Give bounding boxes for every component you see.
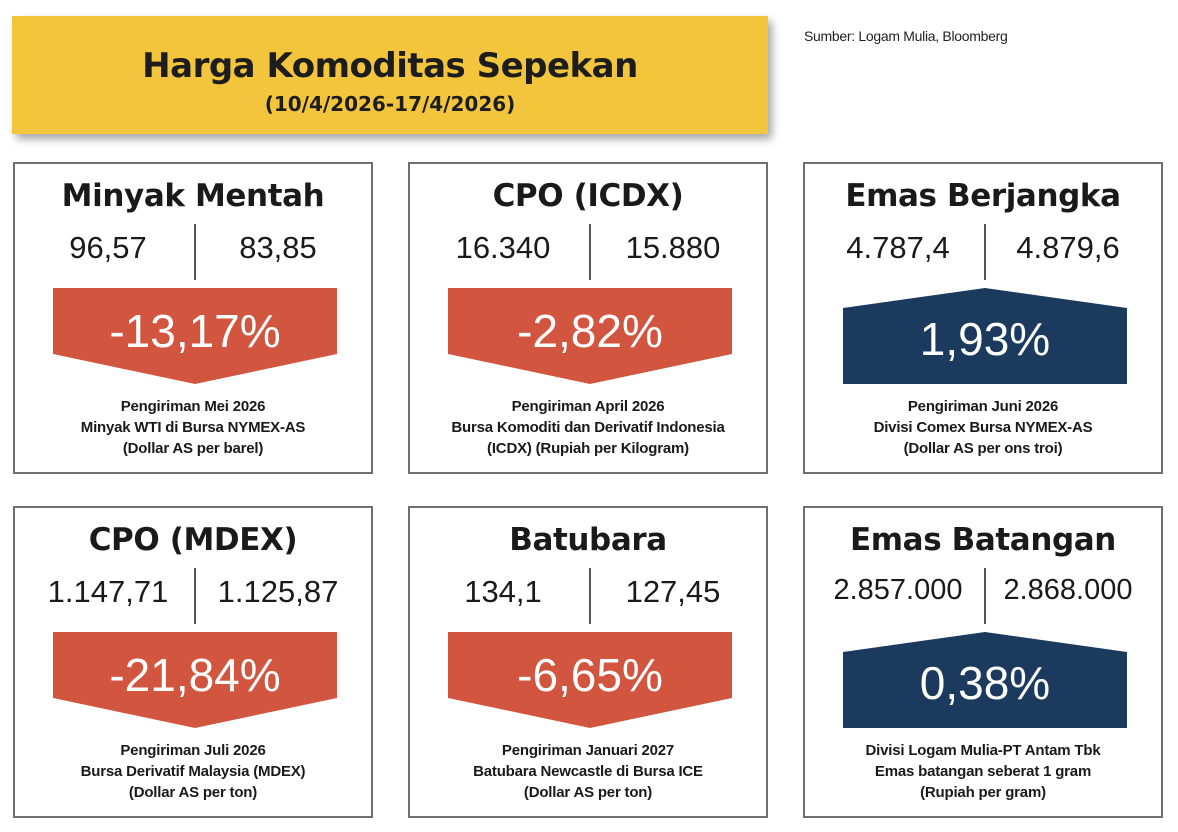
- source-credit: Sumber: Logam Mulia, Bloomberg: [804, 28, 1008, 44]
- period-range: (10/4/2026-17/4/2026): [264, 92, 516, 116]
- change-percent: -13,17%: [109, 305, 281, 357]
- card-description: Pengiriman Mei 2026 Minyak WTI di Bursa …: [21, 396, 365, 459]
- price-end: 1.125,87: [217, 574, 339, 609]
- value-divider: [984, 224, 986, 280]
- desc-line: Pengiriman Mei 2026: [120, 398, 266, 415]
- price-start: 4.787,4: [846, 230, 950, 265]
- desc-line: (Dollar AS per ton): [523, 784, 653, 801]
- page-title: Harga Komoditas Sepekan: [142, 46, 638, 86]
- change-arrow-down: -21,84%: [53, 632, 337, 728]
- card-title: CPO (MDEX): [88, 522, 298, 558]
- desc-line: Divisi Logam Mulia-PT Antam Tbk: [865, 742, 1101, 759]
- card-description: Pengiriman Juni 2026 Divisi Comex Bursa …: [811, 396, 1155, 459]
- down-arrow-shape: [53, 632, 337, 728]
- desc-line: Pengiriman Juli 2026: [120, 742, 266, 759]
- price-start: 16.340: [455, 230, 551, 265]
- desc-line: (Dollar AS per barel): [122, 440, 264, 457]
- up-arrow-shape: [843, 632, 1127, 728]
- value-divider: [194, 224, 196, 280]
- change-percent: -21,84%: [109, 649, 281, 701]
- down-arrow-shape: [53, 288, 337, 384]
- price-end: 127,45: [625, 574, 721, 609]
- desc-line: Pengiriman Januari 2027: [501, 742, 675, 759]
- change-arrow-down: -2,82%: [448, 288, 732, 384]
- desc-line: (Dollar AS per ton): [128, 784, 258, 801]
- desc-line: Pengiriman Juni 2026: [907, 398, 1059, 415]
- down-arrow-shape: [448, 288, 732, 384]
- card-title: Minyak Mentah: [61, 178, 325, 214]
- change-arrow-down: -6,65%: [448, 632, 732, 728]
- commodity-card-cpo-icdx: CPO (ICDX) 16.340 15.880 -2,82% Pengirim…: [408, 162, 768, 474]
- price-end: 4.879,6: [1016, 230, 1120, 265]
- value-divider: [589, 224, 591, 280]
- desc-line: Bursa Komoditi dan Derivatif Indonesia: [451, 419, 725, 436]
- desc-line: (Rupiah per gram): [920, 784, 1046, 801]
- commodity-card-emas-berjangka: Emas Berjangka 4.787,4 4.879,6 1,93% Pen…: [803, 162, 1163, 474]
- value-divider: [984, 568, 986, 624]
- change-percent: -2,82%: [517, 305, 663, 357]
- value-divider: [194, 568, 196, 624]
- card-title: CPO (ICDX): [492, 178, 684, 214]
- change-arrow-up: 1,93%: [843, 288, 1127, 384]
- desc-line: (Dollar AS per ons troi): [903, 440, 1063, 457]
- price-start: 1.147,71: [47, 574, 169, 609]
- price-end: 83,85: [239, 230, 317, 265]
- price-start: 96,57: [69, 230, 147, 265]
- card-title: Emas Batangan: [850, 522, 1116, 558]
- change-arrow-up: 0,38%: [843, 632, 1127, 728]
- price-start: 134,1: [464, 574, 542, 609]
- card-title: Batubara: [509, 522, 667, 558]
- down-arrow-shape: [448, 632, 732, 728]
- desc-line: Emas batangan seberat 1 gram: [874, 763, 1092, 780]
- up-arrow-shape: [843, 288, 1127, 384]
- change-arrow-down: -13,17%: [53, 288, 337, 384]
- price-end: 15.880: [625, 230, 721, 265]
- header-banner: Harga Komoditas Sepekan (10/4/2026-17/4/…: [12, 16, 768, 134]
- card-description: Divisi Logam Mulia-PT Antam Tbk Emas bat…: [811, 740, 1155, 803]
- commodity-card-cpo-mdex: CPO (MDEX) 1.147,71 1.125,87 -21,84% Pen…: [13, 506, 373, 818]
- price-end: 2.868.000: [1003, 574, 1133, 606]
- change-percent: -6,65%: [517, 649, 663, 701]
- card-description: Pengiriman April 2026 Bursa Komoditi dan…: [416, 396, 760, 459]
- commodity-card-batubara: Batubara 134,1 127,45 -6,65% Pengiriman …: [408, 506, 768, 818]
- commodity-card-emas-batangan: Emas Batangan 2.857.000 2.868.000 0,38% …: [803, 506, 1163, 818]
- desc-line: Batubara Newcastle di Bursa ICE: [473, 763, 703, 780]
- desc-line: Minyak WTI di Bursa NYMEX-AS: [80, 419, 306, 436]
- desc-line: Bursa Derivatif Malaysia (MDEX): [80, 763, 306, 780]
- card-title: Emas Berjangka: [845, 178, 1121, 214]
- card-description: Pengiriman Juli 2026 Bursa Derivatif Mal…: [21, 740, 365, 803]
- commodity-card-minyak-mentah: Minyak Mentah 96,57 83,85 -13,17% Pengir…: [13, 162, 373, 474]
- card-description: Pengiriman Januari 2027 Batubara Newcast…: [416, 740, 760, 803]
- change-percent: 1,93%: [919, 313, 1051, 365]
- desc-line: Pengiriman April 2026: [511, 398, 665, 415]
- desc-line: Divisi Comex Bursa NYMEX-AS: [873, 419, 1093, 436]
- desc-line: (ICDX) (Rupiah per Kilogram): [487, 440, 689, 457]
- change-percent: 0,38%: [919, 657, 1051, 709]
- value-divider: [589, 568, 591, 624]
- price-start: 2.857.000: [833, 574, 963, 606]
